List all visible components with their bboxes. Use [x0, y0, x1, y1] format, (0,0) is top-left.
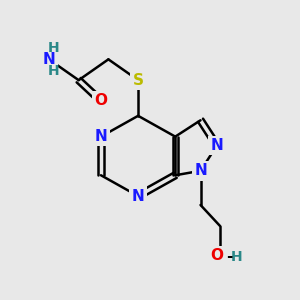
Text: N: N	[94, 129, 107, 144]
Text: H: H	[230, 250, 242, 264]
Text: S: S	[133, 73, 144, 88]
Text: N: N	[132, 189, 145, 204]
Text: O: O	[94, 94, 107, 109]
Text: O: O	[210, 248, 224, 263]
Text: N: N	[211, 138, 223, 153]
Text: -: -	[226, 250, 232, 265]
Text: N: N	[194, 163, 207, 178]
Text: H: H	[48, 41, 59, 55]
Text: N: N	[43, 52, 55, 67]
Text: H: H	[48, 64, 59, 78]
